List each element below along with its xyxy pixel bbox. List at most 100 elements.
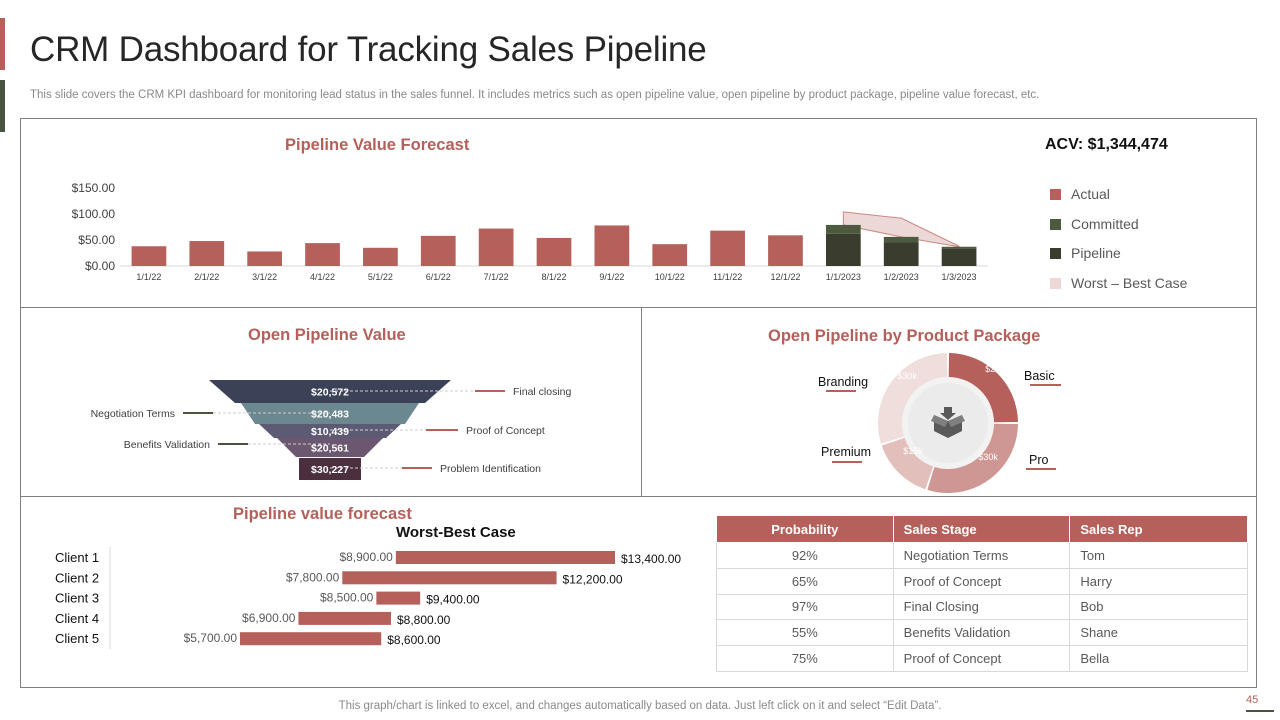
package-label: Pro [1029, 453, 1049, 467]
forecast-chart[interactable]: $0.00 $50.00 $100.00 $150.00 1/1/22 2/1/22 3/1… [40, 170, 1000, 290]
worst-value-label: $6,900.00 [242, 611, 296, 625]
funnel-value-label: $10,439 [311, 426, 349, 438]
y-tick-label: $150.00 [72, 181, 116, 195]
legend-swatch-committed [1050, 218, 1061, 230]
table-header[interactable]: Sales Stage [892, 515, 1071, 543]
client-label: Client 2 [55, 570, 99, 585]
dashboard-frame [20, 118, 1257, 688]
funnel-value-label: $20,572 [311, 387, 349, 399]
table-header-row: Probability Sales Stage Sales Rep [716, 515, 1248, 543]
client-label: Client 5 [55, 631, 99, 646]
bar-actual [710, 230, 745, 266]
page-title: CRM Dashboard for Tracking Sales Pipelin… [30, 30, 707, 69]
y-tick-label: $0.00 [85, 259, 115, 273]
table-cell: Harry [1069, 567, 1248, 595]
donut-value-label: $25k [985, 364, 1005, 374]
bar-actual [768, 235, 803, 266]
best-value-label: $8,600.00 [387, 633, 441, 647]
x-tick-label: 1/2/2023 [884, 272, 919, 282]
x-tick-label: 6/1/22 [426, 272, 451, 282]
table-cell: 97% [716, 593, 894, 621]
x-tick-label: 2/1/22 [194, 272, 219, 282]
table-cell: Bella [1069, 645, 1248, 672]
package-icon [931, 407, 965, 438]
client-range-bar [342, 571, 557, 585]
bar-committed [825, 224, 861, 234]
client-label: Client 1 [55, 550, 99, 565]
legend-actual: Actual [1050, 186, 1110, 202]
best-value-label: $12,200.00 [563, 572, 623, 586]
bar-actual [478, 228, 514, 266]
x-tick-label: 3/1/22 [252, 272, 277, 282]
client-range-bar [376, 591, 421, 605]
client-forecast-title: Pipeline value forecast [233, 505, 412, 523]
donut-slice [948, 353, 1018, 423]
y-tick-label: $50.00 [78, 233, 115, 247]
accent-bar-bottom [0, 80, 5, 132]
x-tick-label: 12/1/22 [770, 272, 800, 282]
table-cell: 65% [716, 567, 894, 595]
table-cell: Negotiation Terms [892, 542, 1071, 569]
page-subtitle: This slide covers the CRM KPI dashboard … [30, 89, 1040, 101]
accent-bar-top [0, 18, 5, 70]
table-cell: Proof of Concept [892, 645, 1071, 672]
funnel-segment [277, 438, 383, 457]
legend-label: Actual [1071, 186, 1110, 202]
bar-actual [305, 243, 340, 266]
funnel-chart[interactable]: $20,572 $20,483 $10,439 $20,561 $30,227 Final… [80, 370, 600, 485]
bar-pipeline [883, 242, 919, 266]
legend-label: Worst – Best Case [1071, 275, 1188, 291]
donut-slice [927, 423, 1018, 493]
page-number: 45 [1246, 694, 1259, 706]
bar-pipeline [825, 233, 861, 266]
legend-pipeline: Pipeline [1050, 245, 1121, 261]
table-cell: Benefits Validation [892, 619, 1071, 647]
x-tick-label: 7/1/22 [484, 272, 509, 282]
client-forecast-chart[interactable]: Client 1 $8,900.00 $13,400.00 Client 2 $7,80… [40, 543, 700, 655]
table-header[interactable]: Probability [716, 515, 894, 543]
page-number-underline [1246, 710, 1274, 712]
x-tick-label: 5/1/22 [368, 272, 393, 282]
table-cell: Final Closing [892, 593, 1071, 621]
x-tick-label: 8/1/22 [541, 272, 566, 282]
donut-chart[interactable]: $25k $30k $15k $30k Branding Basic Premium Pro [810, 345, 1070, 495]
table-header[interactable]: Sales Rep [1069, 515, 1248, 543]
client-label: Client 4 [55, 611, 99, 626]
divider [20, 307, 1257, 308]
table-cell: Shane [1069, 619, 1248, 647]
funnel-value-label: $30,227 [311, 464, 349, 476]
table-row: 97% Final Closing Bob [716, 593, 1248, 621]
x-tick-label: 1/3/2023 [942, 272, 977, 282]
bar-pipeline [941, 248, 977, 266]
legend-worst-best: Worst – Best Case [1050, 275, 1187, 291]
funnel-segment [299, 458, 361, 480]
table-cell: 75% [716, 645, 894, 672]
donut-value-label: $15k [903, 446, 923, 456]
x-tick-label: 1/1/2023 [826, 272, 861, 282]
acv-value: ACV: $1,344,474 [1045, 136, 1168, 153]
funnel-stage-label: Proof of Concept [466, 425, 545, 437]
best-value-label: $13,400.00 [621, 552, 681, 566]
bar-actual [363, 247, 398, 266]
table-cell: Bob [1069, 593, 1248, 621]
x-tick-label: 1/1/22 [136, 272, 161, 282]
funnel-stage-label: Negotiation Terms [91, 408, 175, 420]
x-tick-label: 9/1/22 [599, 272, 624, 282]
funnel-stage-label: Problem Identification [440, 463, 541, 475]
worst-value-label: $8,900.00 [339, 550, 393, 564]
donut-slice [878, 353, 948, 444]
divider [641, 307, 642, 496]
legend-swatch-worst-best [1050, 277, 1061, 289]
package-label: Premium [821, 445, 871, 459]
x-tick-label: 10/1/22 [655, 272, 685, 282]
worst-value-label: $8,500.00 [320, 591, 374, 605]
pipeline-table: Probability Sales Stage Sales Rep 92% Ne… [716, 515, 1248, 672]
divider [20, 496, 1257, 497]
bar-actual [536, 237, 572, 266]
table-row: 65% Proof of Concept Harry [716, 567, 1248, 595]
table-cell: Tom [1069, 542, 1248, 569]
table-row: 75% Proof of Concept Bella [716, 645, 1248, 672]
bar-actual [420, 235, 456, 266]
footer-note: This graph/chart is linked to excel, and… [338, 700, 942, 712]
legend-swatch-actual [1050, 188, 1061, 200]
